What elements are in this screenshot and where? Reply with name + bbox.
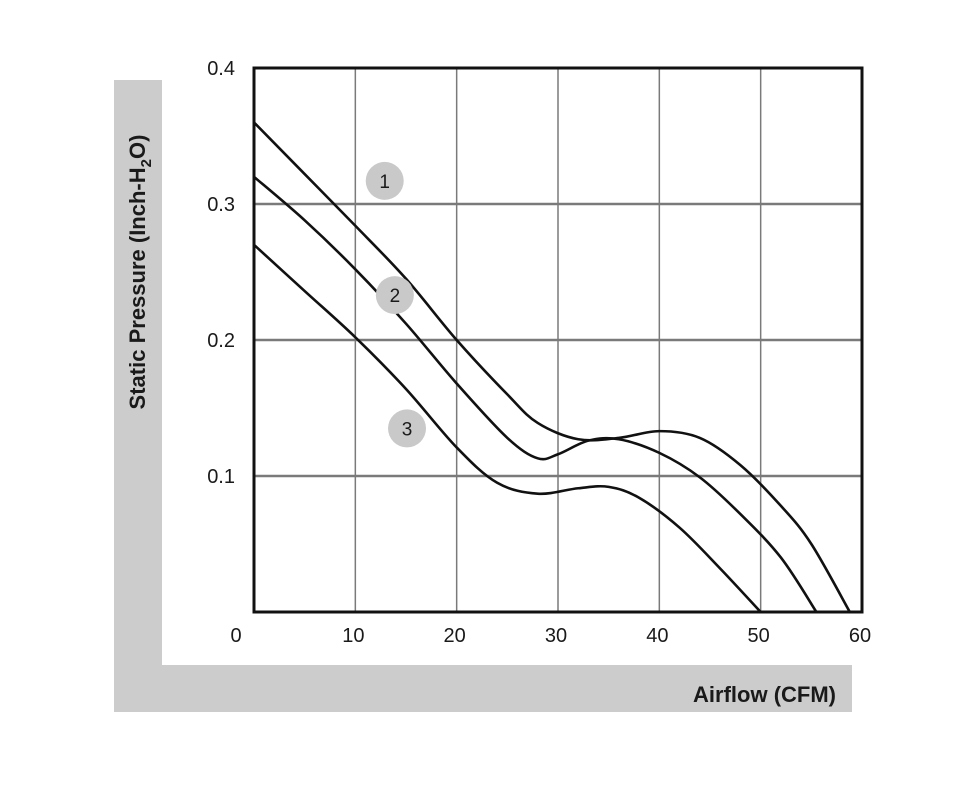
grid-lines — [254, 68, 862, 612]
x-tick-label: 40 — [646, 625, 668, 647]
y-axis-label-suffix: O) — [125, 135, 150, 159]
y-tick-label: 0.4 — [207, 58, 235, 80]
x-tick-label: 30 — [545, 625, 567, 647]
y-axis-label: Static Pressure (Inch-H2O) — [125, 135, 155, 410]
curve-label-1: 1 — [379, 172, 390, 193]
x-tick-label: 50 — [748, 625, 770, 647]
plot-frame — [252, 66, 864, 614]
y-axis-label-main: Static Pressure (Inch-H — [125, 167, 150, 409]
curves — [253, 121, 851, 613]
y-tick-label: 0.3 — [207, 194, 235, 216]
curve-label-3: 3 — [402, 419, 413, 440]
curve-label-2: 2 — [390, 286, 401, 307]
x-tick-label: 60 — [849, 625, 871, 647]
tick-labels: 0 10 20 30 40 50 60 0.1 0.2 0.3 0.4 — [207, 58, 871, 647]
curve-label-badge — [375, 276, 414, 315]
curve-label-badge — [388, 409, 427, 448]
curve-3 — [253, 243, 762, 613]
x-axis-label: Airflow (CFM) — [693, 682, 836, 707]
x-tick-label: 20 — [444, 625, 466, 647]
curve-2 — [253, 175, 818, 613]
y-tick-label: 0.2 — [207, 330, 235, 352]
curve-labels: 1 2 3 — [365, 161, 427, 448]
y-axis-backdrop — [114, 80, 162, 712]
y-axis-label-subscript: 2 — [138, 159, 155, 167]
curve-1 — [253, 121, 851, 613]
x-tick-label: 10 — [342, 625, 364, 647]
curve-label-badge — [365, 161, 404, 200]
x-tick-label: 0 — [230, 625, 241, 647]
x-axis-backdrop — [114, 665, 852, 712]
y-tick-label: 0.1 — [207, 466, 235, 488]
